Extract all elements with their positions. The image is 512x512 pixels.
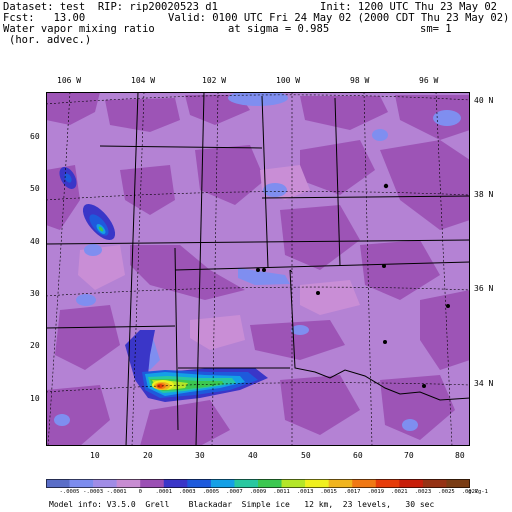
field-name: Water vapor mixing ratio (3, 23, 155, 35)
colorbar-label: .0005 (202, 489, 220, 495)
lat-label: 40 N (474, 96, 494, 105)
map-border (46, 92, 470, 446)
colorbar-swatch (234, 479, 259, 488)
lon-label: 96 W (419, 76, 439, 85)
y-tick-label: 30 (30, 289, 40, 298)
colorbar-swatch (328, 479, 353, 488)
dark-purple-regions (46, 92, 470, 446)
valid-time: Valid: 0100 UTC Fri 24 May 02 (2000 CDT … (168, 12, 510, 24)
colorbar-swatch (187, 479, 212, 488)
graticule (46, 92, 470, 446)
mixing-ratio-map (46, 92, 470, 446)
dataset-label: Dataset: test RIP: rip20020523 d1 (3, 1, 218, 13)
y-tick-label: 20 (30, 341, 40, 350)
colorbar-swatch (69, 479, 94, 488)
colorbar-label: .0013 (296, 489, 314, 495)
x-tick-label: 20 (143, 451, 153, 460)
sigma-level: at sigma = 0.985 (228, 23, 330, 35)
colorbar-border (46, 479, 470, 488)
x-tick-label: 60 (353, 451, 363, 460)
x-tick-label: 70 (404, 451, 414, 460)
field-subtitle: (hor. advec.) (9, 34, 92, 46)
colorbar-label: .0009 (249, 489, 267, 495)
colorbar-swatch (210, 479, 235, 488)
colorbar-label: .0011 (273, 489, 290, 495)
moisture-plume-north (59, 167, 116, 241)
colorbar-swatch (140, 479, 165, 488)
colorbar-swatch (258, 479, 282, 488)
y-tick-label: 50 (30, 184, 40, 193)
colorbar-label: -.0005 (59, 489, 80, 495)
colorbar-label: .0021 (391, 489, 408, 495)
colorbar-swatch (163, 479, 188, 488)
x-tick-label: 40 (248, 451, 258, 460)
y-tick-label: 40 (30, 237, 40, 246)
colorbar-label: .0019 (367, 489, 385, 495)
colorbar-swatches (46, 479, 470, 488)
colorbar-swatch (46, 479, 70, 488)
colorbar-swatch (446, 479, 470, 488)
colorbar-label: .0017 (343, 489, 361, 495)
colorbar-label: .0025 (438, 489, 455, 495)
colorbar-label: -.0003 (83, 489, 104, 495)
colorbar-swatch (422, 479, 447, 488)
y-tick-label: 10 (30, 394, 40, 403)
lon-label: 98 W (350, 76, 370, 85)
lon-label: 104 W (131, 76, 156, 85)
colorbar-swatch (305, 479, 329, 488)
smoothing: sm= 1 (420, 23, 452, 35)
colorbar-swatch (116, 479, 141, 488)
colorbar-swatch (93, 479, 117, 488)
lat-label: 36 N (474, 284, 494, 293)
colorbar (46, 479, 470, 488)
lon-label: 102 W (202, 76, 227, 85)
colorbar-label: .0001 (155, 489, 173, 495)
city-markers (256, 183, 450, 388)
model-info: Model info: V3.5.0 Grell Blackadar Simpl… (49, 500, 435, 509)
colorbar-swatch (352, 479, 377, 488)
colorbar-label: .0027 (461, 489, 479, 495)
x-tick-label: 10 (90, 451, 100, 460)
x-tick-label: 30 (195, 451, 205, 460)
lon-label: 100 W (276, 76, 301, 85)
colorbar-label: .0007 (226, 489, 243, 495)
colorbar-unit: g kg-1 (468, 489, 488, 495)
colorbar-swatch (375, 479, 400, 488)
x-tick-label: 80 (455, 451, 465, 460)
x-tick-label: 50 (301, 451, 311, 460)
light-lavender-regions (78, 165, 360, 350)
colorbar-label: .0003 (179, 489, 196, 495)
colorbar-label: .0015 (320, 489, 337, 495)
y-tick-label: 60 (30, 132, 40, 141)
state-boundaries (46, 92, 470, 446)
colorbar-swatch (281, 479, 306, 488)
colorbar-label: -.0001 (106, 489, 127, 495)
lon-label: 106 W (57, 76, 82, 85)
lat-label: 34 N (474, 379, 494, 388)
colorbar-label: 0 (138, 489, 142, 495)
colorbar-swatch (399, 479, 424, 488)
lat-label: 38 N (474, 190, 494, 199)
init-time: Init: 1200 UTC Thu 23 May 02 (320, 1, 498, 13)
forecast-hour: Fcst: 13.00 (3, 12, 86, 24)
colorbar-label: .0023 (414, 489, 432, 495)
